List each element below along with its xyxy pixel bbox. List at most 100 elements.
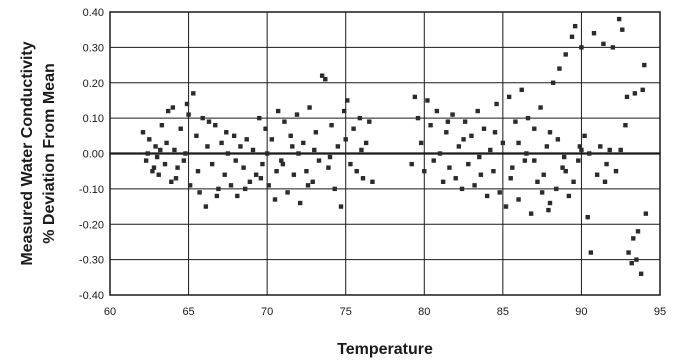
data-point (445, 119, 451, 124)
data-point (516, 197, 521, 202)
data-point (257, 115, 262, 121)
x-tick-label: 90 (575, 306, 587, 318)
data-point (269, 137, 275, 142)
data-point (588, 250, 594, 255)
y-tick-label: 0.30 (83, 42, 104, 54)
x-tick-label: 65 (182, 306, 194, 318)
data-point (186, 112, 191, 117)
data-point (635, 229, 641, 234)
x-tick-label: 80 (418, 306, 430, 318)
data-point (444, 130, 449, 135)
data-point (301, 140, 306, 146)
y-tick-label: 0.40 (83, 7, 104, 19)
data-point (538, 105, 543, 110)
data-point (642, 62, 647, 68)
data-point (159, 123, 165, 128)
y-tick-label: -0.40 (79, 290, 104, 302)
data-point (194, 133, 199, 139)
data-point (434, 108, 440, 114)
data-point (280, 161, 286, 167)
data-point (184, 101, 190, 107)
data-point (181, 158, 187, 163)
data-point (153, 144, 158, 149)
data-point (525, 115, 531, 121)
x-tick-label: 60 (104, 306, 116, 318)
data-point (250, 147, 256, 153)
data-point (620, 27, 625, 32)
data-point (147, 137, 152, 142)
data-point (297, 200, 303, 206)
data-point (508, 176, 513, 181)
data-point (561, 154, 567, 160)
data-point (484, 193, 490, 199)
plot-frame (109, 11, 661, 296)
data-point (274, 168, 279, 174)
data-point (453, 176, 458, 181)
data-point (591, 31, 597, 36)
data-point (335, 144, 341, 149)
data-point (329, 123, 334, 128)
data-point (472, 183, 477, 188)
data-point (547, 130, 553, 135)
data-point (195, 168, 201, 174)
data-point (500, 140, 506, 146)
data-point (643, 211, 649, 216)
data-point (492, 130, 498, 135)
data-point (279, 158, 284, 163)
data-point (428, 123, 433, 128)
y-tick-label: -0.20 (79, 219, 104, 231)
data-point (282, 119, 287, 124)
x-axis-ticks: 60 65 70 75 80 85 90 95 (104, 306, 666, 318)
data-point (634, 257, 639, 262)
data-point (640, 87, 645, 93)
data-point (348, 161, 353, 167)
data-point (582, 133, 587, 139)
data-point (143, 158, 149, 163)
data-point (571, 179, 576, 184)
data-point (290, 144, 295, 149)
data-points (140, 16, 649, 276)
x-tick-label: 75 (340, 306, 352, 318)
data-point (359, 147, 364, 153)
data-point (555, 137, 561, 142)
data-point (613, 168, 619, 174)
data-point (447, 165, 452, 170)
data-point (260, 161, 265, 167)
data-point (150, 168, 155, 174)
data-point (360, 176, 366, 181)
data-point (338, 204, 344, 209)
x-axis-title: Temperature (337, 341, 433, 358)
data-point (253, 172, 259, 177)
data-point (191, 91, 196, 96)
y-axis-title-line-2: % Deviation From Mean (41, 63, 58, 243)
y-tick-label: -0.10 (79, 184, 104, 196)
data-point (491, 168, 496, 174)
data-point (607, 147, 612, 153)
data-point (638, 271, 644, 276)
data-point (462, 119, 468, 124)
data-point (357, 115, 363, 121)
data-point (175, 165, 180, 170)
y-tick-label: 0.20 (83, 78, 104, 90)
data-point (576, 158, 581, 163)
data-point (151, 165, 157, 170)
data-point (296, 151, 301, 156)
data-point (233, 158, 238, 163)
data-point (165, 108, 171, 114)
data-point (488, 147, 493, 153)
data-point (326, 165, 331, 170)
data-point (158, 147, 163, 153)
data-point (572, 23, 578, 29)
data-point (481, 126, 487, 131)
data-point (544, 144, 550, 149)
data-point (528, 211, 534, 216)
data-point (209, 161, 215, 167)
data-point (197, 190, 202, 195)
data-point (225, 151, 231, 156)
data-point (307, 105, 312, 110)
data-point (327, 154, 333, 160)
data-point (524, 151, 529, 156)
data-point (566, 193, 572, 199)
data-point (228, 183, 234, 188)
